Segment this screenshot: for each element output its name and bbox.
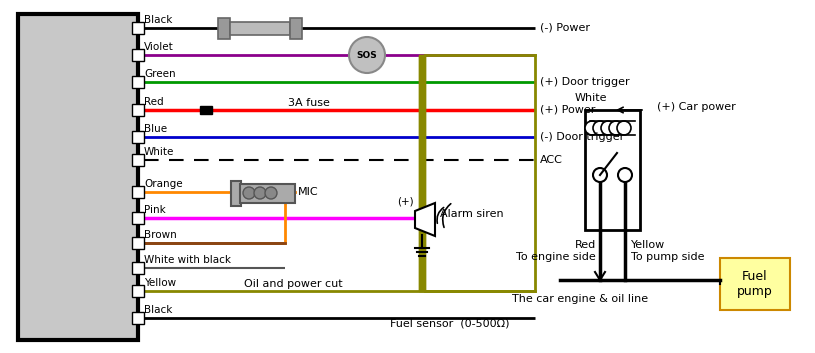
Text: (-) Power: (-) Power xyxy=(540,23,590,33)
Text: Pink: Pink xyxy=(144,205,165,215)
Polygon shape xyxy=(415,203,435,236)
Bar xyxy=(290,18,302,39)
Circle shape xyxy=(593,168,607,182)
Circle shape xyxy=(243,187,255,199)
Text: (+) Power: (+) Power xyxy=(540,105,596,115)
Bar xyxy=(132,104,144,116)
Bar xyxy=(132,237,144,249)
Bar xyxy=(720,258,790,310)
Text: Fuel: Fuel xyxy=(742,270,768,283)
Text: Fuel sensor  (0-500Ω): Fuel sensor (0-500Ω) xyxy=(390,318,509,328)
Circle shape xyxy=(585,121,599,135)
Text: To pump side: To pump side xyxy=(631,252,704,262)
Text: 3A fuse: 3A fuse xyxy=(288,98,330,108)
Bar xyxy=(132,212,144,224)
Text: (+) Door trigger: (+) Door trigger xyxy=(540,77,630,87)
Bar xyxy=(231,181,241,206)
Text: Green: Green xyxy=(144,69,175,79)
Bar xyxy=(132,76,144,88)
Text: The car engine & oil line: The car engine & oil line xyxy=(512,294,648,304)
Bar xyxy=(132,154,144,166)
Circle shape xyxy=(254,187,266,199)
Bar xyxy=(218,18,230,39)
Bar xyxy=(18,14,138,340)
Bar xyxy=(419,55,425,291)
Text: ACC: ACC xyxy=(540,155,563,165)
Text: Red: Red xyxy=(144,97,164,107)
Text: Red: Red xyxy=(575,240,596,250)
Circle shape xyxy=(601,121,615,135)
Text: Alarm siren: Alarm siren xyxy=(440,209,504,219)
Circle shape xyxy=(617,121,631,135)
Text: (-) Door trigger: (-) Door trigger xyxy=(540,132,624,142)
Text: Orange: Orange xyxy=(144,179,183,189)
Text: pump: pump xyxy=(737,285,773,298)
Bar xyxy=(585,110,640,230)
Circle shape xyxy=(265,187,277,199)
Text: Black: Black xyxy=(144,305,173,315)
Bar xyxy=(132,131,144,143)
Text: (+): (+) xyxy=(397,197,413,207)
Text: White: White xyxy=(144,147,174,157)
Bar xyxy=(240,184,295,203)
Text: MIC: MIC xyxy=(298,187,319,197)
Text: Black: Black xyxy=(144,15,173,25)
Circle shape xyxy=(609,121,623,135)
Text: Yellow: Yellow xyxy=(631,240,665,250)
Bar xyxy=(419,55,425,291)
Text: Oil and power cut: Oil and power cut xyxy=(244,279,342,289)
Text: White: White xyxy=(575,93,607,103)
Circle shape xyxy=(349,37,385,73)
Bar xyxy=(132,49,144,61)
Text: Brown: Brown xyxy=(144,230,177,240)
Bar xyxy=(132,285,144,297)
Text: To engine side: To engine side xyxy=(516,252,596,262)
Bar xyxy=(200,106,212,114)
Bar xyxy=(132,262,144,274)
Circle shape xyxy=(593,121,607,135)
Bar xyxy=(132,22,144,34)
Text: White with black: White with black xyxy=(144,255,231,265)
Bar xyxy=(132,312,144,324)
Text: Violet: Violet xyxy=(144,42,174,52)
Text: Blue: Blue xyxy=(144,124,167,134)
Circle shape xyxy=(618,168,632,182)
Text: (+) Car power: (+) Car power xyxy=(657,102,736,112)
Text: SOS: SOS xyxy=(357,50,377,60)
Bar xyxy=(230,22,290,35)
Text: Yellow: Yellow xyxy=(144,278,176,288)
Bar xyxy=(132,186,144,198)
